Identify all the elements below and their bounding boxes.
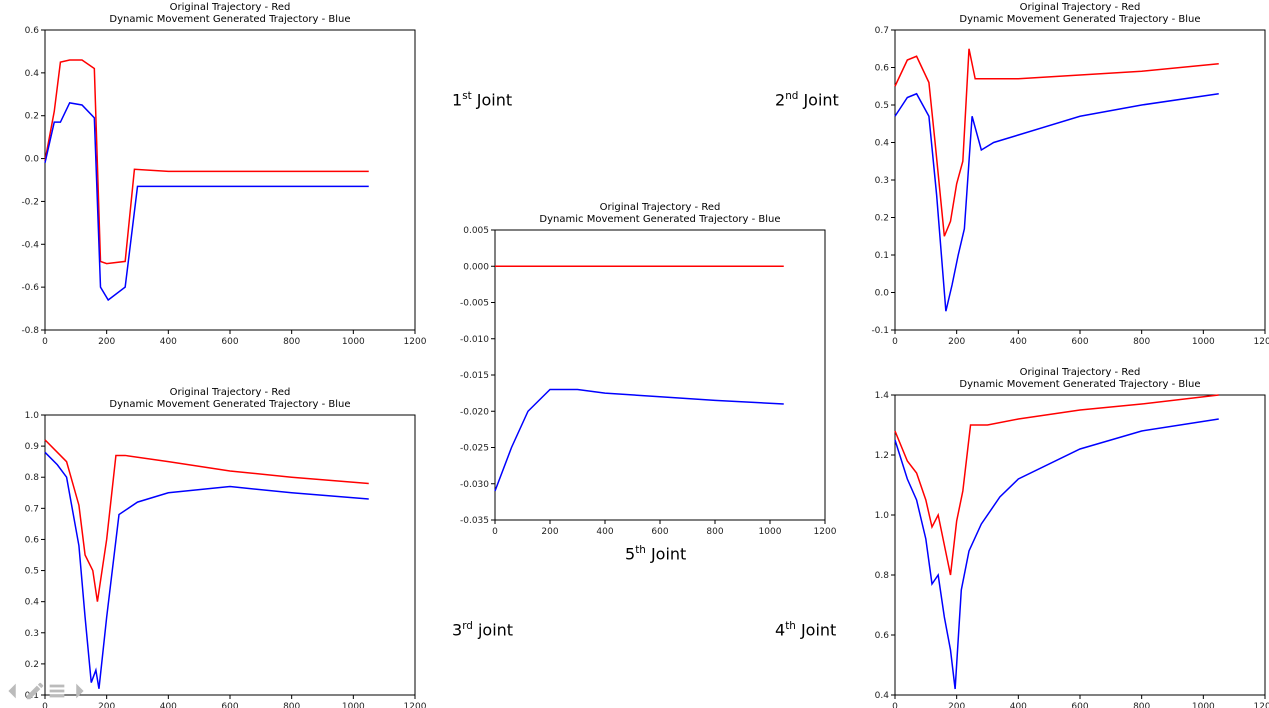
svg-text:800: 800	[706, 527, 723, 537]
label-joint3: 3rd joint	[452, 620, 513, 639]
svg-text:1200: 1200	[814, 527, 837, 537]
series-generated	[495, 390, 784, 492]
svg-text:-0.020: -0.020	[460, 407, 489, 417]
forward-icon[interactable]	[68, 680, 90, 706]
svg-text:600: 600	[651, 527, 668, 537]
svg-text:0.000: 0.000	[463, 262, 489, 272]
svg-text:0: 0	[492, 527, 498, 537]
back-icon[interactable]	[2, 680, 24, 706]
label-joint1: 1st Joint	[452, 90, 512, 109]
label-joint5: 5th Joint	[625, 544, 686, 563]
svg-text:-0.030: -0.030	[460, 480, 489, 490]
svg-text:-0.025: -0.025	[460, 444, 489, 454]
chart-joint5: 0 200 400 600 800 1000 1200 -0.035 -0.030 -0.025 -…	[0, 0, 1269, 708]
nav-toolbar	[2, 680, 90, 706]
list-icon[interactable]	[46, 680, 68, 706]
svg-text:1000: 1000	[759, 527, 782, 537]
label-joint2: 2nd Joint	[775, 90, 839, 109]
svg-text:-0.010: -0.010	[460, 335, 489, 345]
svg-text:200: 200	[541, 527, 558, 537]
svg-text:400: 400	[596, 527, 613, 537]
label-joint4: 4th Joint	[775, 620, 836, 639]
svg-text:-0.035: -0.035	[460, 516, 489, 526]
svg-text:0.005: 0.005	[463, 226, 489, 236]
edit-icon[interactable]	[24, 680, 46, 706]
svg-text:-0.015: -0.015	[460, 371, 489, 381]
svg-text:-0.005: -0.005	[460, 299, 489, 309]
